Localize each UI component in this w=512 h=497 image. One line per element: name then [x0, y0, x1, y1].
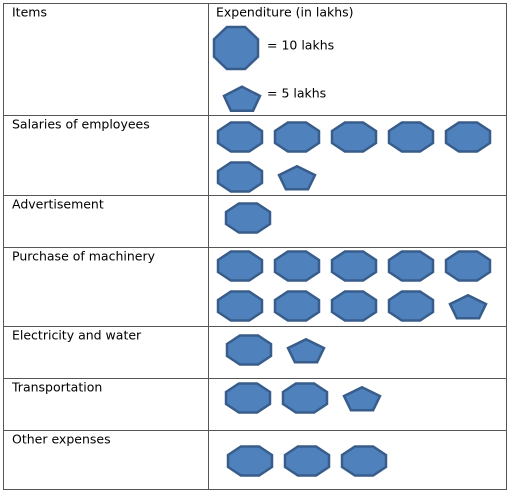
- item-label: Salaries of employees: [12, 117, 150, 132]
- item-label: Electricity and water: [12, 328, 142, 343]
- big-icon: [216, 250, 264, 282]
- small-icon: [342, 385, 382, 412]
- big-icon: [444, 250, 492, 282]
- big-icon: [281, 382, 329, 414]
- big-icon: [330, 290, 378, 322]
- big-icon: [387, 250, 435, 282]
- item-label: Other expenses: [12, 432, 111, 447]
- small-icon: [448, 293, 488, 320]
- big-icon: [330, 121, 378, 153]
- big-icon: [226, 445, 274, 477]
- header-items: Items: [12, 5, 47, 20]
- big-icon: [224, 382, 272, 414]
- big-icon: [212, 25, 260, 71]
- small-icon: [286, 337, 326, 364]
- small-icon: [222, 85, 262, 112]
- big-icon: [273, 250, 321, 282]
- big-icon: [273, 121, 321, 153]
- big-icon: [216, 121, 264, 153]
- big-icon: [224, 202, 272, 234]
- big-icon: [273, 290, 321, 322]
- key-label: = 10 lakhs: [267, 38, 334, 53]
- item-label: Transportation: [11, 380, 102, 395]
- small-icon: [277, 164, 317, 191]
- key-label: = 5 lakhs: [267, 86, 326, 101]
- big-icon: [330, 250, 378, 282]
- big-icon: [340, 445, 388, 477]
- big-icon: [216, 161, 264, 193]
- item-label: Purchase of machinery: [12, 249, 156, 264]
- big-icon: [216, 290, 264, 322]
- big-icon: [387, 121, 435, 153]
- big-icon: [225, 334, 273, 366]
- header-expenditure: Expenditure (in lakhs): [216, 5, 354, 20]
- big-icon: [444, 121, 492, 153]
- big-icon: [283, 445, 331, 477]
- big-icon: [387, 290, 435, 322]
- item-label: Advertisement: [12, 197, 104, 212]
- table-border: [3, 3, 507, 490]
